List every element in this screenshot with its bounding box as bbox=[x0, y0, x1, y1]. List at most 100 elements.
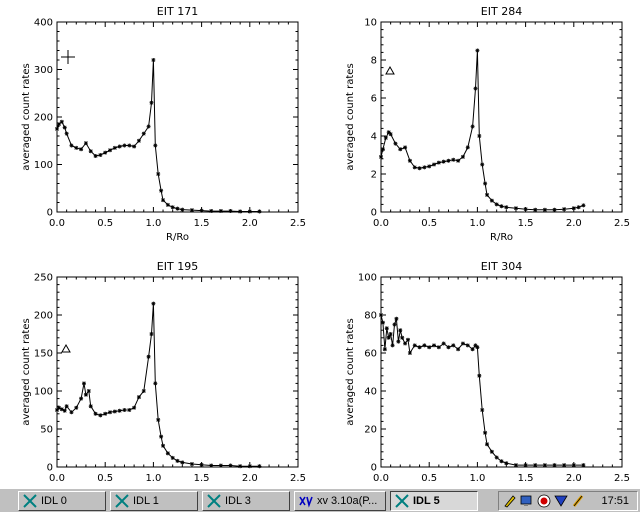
data-point bbox=[542, 207, 547, 212]
data-point bbox=[398, 328, 403, 333]
y-tick-label: 8 bbox=[371, 56, 377, 67]
data-point bbox=[56, 122, 61, 127]
series-line bbox=[380, 50, 584, 211]
system-tray: 17:51 bbox=[498, 491, 638, 511]
data-point bbox=[407, 351, 412, 355]
data-point bbox=[112, 409, 117, 414]
series-line bbox=[56, 59, 260, 212]
data-point bbox=[494, 202, 499, 207]
y-tick-label: 20 bbox=[364, 425, 377, 436]
data-point bbox=[156, 417, 161, 422]
data-point bbox=[86, 389, 91, 393]
data-point bbox=[456, 158, 461, 163]
data-point bbox=[552, 463, 557, 468]
series-line bbox=[380, 314, 584, 466]
data-point bbox=[485, 192, 490, 197]
data-point bbox=[382, 347, 387, 352]
data-point bbox=[477, 373, 482, 378]
data-point bbox=[228, 209, 233, 214]
data-point bbox=[141, 389, 146, 393]
x-tick-label: 0.0 bbox=[373, 473, 389, 484]
taskbar-button-label: IDL 3 bbox=[225, 495, 251, 507]
data-point bbox=[504, 205, 509, 210]
data-point bbox=[55, 126, 59, 131]
y-tick-label: 100 bbox=[358, 273, 377, 284]
taskbar-button-label: IDL 0 bbox=[41, 495, 67, 507]
y-tick-label: 10 bbox=[364, 18, 377, 29]
data-point bbox=[257, 464, 262, 469]
record-icon[interactable] bbox=[537, 494, 551, 508]
data-point bbox=[64, 131, 69, 136]
data-point bbox=[562, 207, 567, 212]
taskbar-button-idl-1[interactable]: IDL 1 bbox=[110, 491, 198, 511]
x-tick-label: 2.5 bbox=[614, 218, 630, 229]
data-point bbox=[432, 343, 437, 348]
data-point bbox=[159, 188, 164, 193]
data-point bbox=[383, 135, 388, 140]
data-point bbox=[400, 335, 405, 340]
data-point bbox=[386, 130, 391, 135]
data-point bbox=[483, 430, 488, 435]
y-tick-label: 6 bbox=[371, 94, 377, 105]
data-point bbox=[108, 148, 113, 153]
network-monitor-icon[interactable] bbox=[520, 494, 534, 508]
data-point bbox=[153, 381, 158, 386]
data-point bbox=[149, 100, 154, 105]
data-point bbox=[59, 119, 64, 124]
data-point bbox=[189, 461, 194, 466]
pen-icon[interactable] bbox=[503, 494, 517, 508]
data-point bbox=[238, 464, 243, 469]
data-point bbox=[257, 209, 262, 214]
data-point bbox=[81, 381, 86, 386]
taskbar-button-idl-5[interactable]: IDL 5 bbox=[390, 491, 478, 511]
data-point bbox=[69, 143, 74, 148]
data-point bbox=[407, 158, 412, 163]
y-tick-label: 0 bbox=[47, 463, 53, 474]
chart-panel: EIT 195 0.0 0.5 1.0 1.5 2.0 2.5 0 50 100 150 200 250… bbox=[21, 260, 306, 484]
y-tick-label: 0 bbox=[47, 208, 53, 219]
data-point bbox=[504, 461, 509, 466]
data-point bbox=[451, 343, 456, 348]
data-point bbox=[403, 341, 408, 346]
data-point bbox=[209, 209, 214, 214]
data-point bbox=[170, 455, 175, 460]
clock: 17:51 bbox=[601, 495, 629, 507]
data-point bbox=[189, 208, 194, 213]
x-tick-label: 2.5 bbox=[614, 473, 630, 484]
data-point bbox=[412, 343, 417, 348]
data-point bbox=[562, 463, 567, 468]
x-tick-label: 0.5 bbox=[97, 218, 113, 229]
taskbar-button-xv[interactable]: xv 3.10a(P... bbox=[294, 491, 386, 511]
data-point bbox=[146, 124, 151, 129]
data-point bbox=[59, 407, 64, 412]
plot-area: EIT 171 0.0 0.5 1.0 1.5 2.0 2.5 0 100 200 300 400 R/… bbox=[21, 5, 630, 484]
idl-icon bbox=[207, 494, 221, 508]
connection-icon[interactable] bbox=[571, 494, 585, 508]
taskbar-button-label: IDL 1 bbox=[133, 495, 159, 507]
data-point bbox=[489, 198, 494, 203]
data-point bbox=[523, 463, 528, 468]
data-point bbox=[127, 143, 132, 148]
data-point bbox=[228, 463, 233, 468]
data-point bbox=[427, 164, 432, 169]
series-line bbox=[56, 303, 260, 467]
taskbar-button-idl-3[interactable]: IDL 3 bbox=[202, 491, 290, 511]
taskbar-button-idl-0[interactable]: IDL 0 bbox=[18, 491, 106, 511]
data-point bbox=[146, 354, 151, 359]
data-point bbox=[136, 395, 141, 400]
idl-icon bbox=[395, 494, 409, 508]
legend-symbol-triangle bbox=[385, 65, 395, 75]
data-point bbox=[69, 410, 74, 415]
data-point bbox=[55, 408, 59, 412]
chart-title: EIT 195 bbox=[157, 260, 198, 273]
y-tick-label: 80 bbox=[364, 311, 377, 322]
data-point bbox=[485, 442, 490, 447]
data-point bbox=[480, 162, 485, 167]
data-point bbox=[180, 207, 185, 212]
chart-panel: EIT 171 0.0 0.5 1.0 1.5 2.0 2.5 0 100 200 300 400 R/… bbox=[21, 5, 306, 243]
y-tick-label: 300 bbox=[34, 65, 53, 76]
data-point bbox=[141, 131, 146, 136]
data-point bbox=[209, 463, 214, 468]
x-tick-label: 1.0 bbox=[145, 218, 161, 229]
volume-icon[interactable] bbox=[554, 494, 568, 508]
